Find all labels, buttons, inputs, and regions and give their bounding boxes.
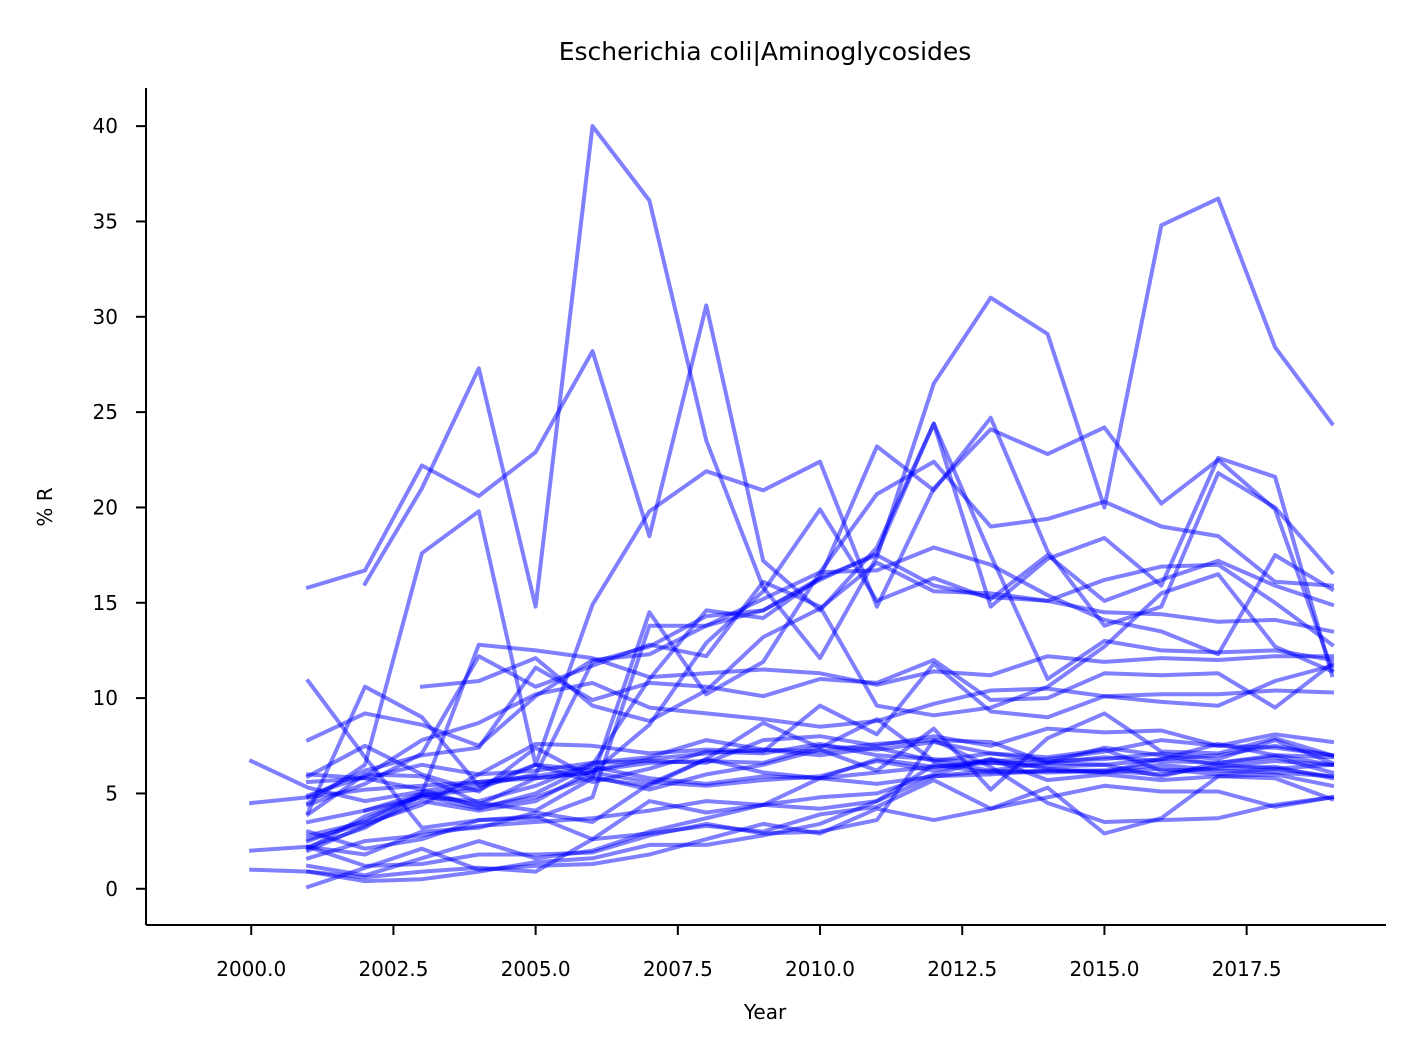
series-line-32 xyxy=(305,772,1335,890)
x-tick-label: 2007.5 xyxy=(643,957,713,981)
x-axis-label: Year xyxy=(743,1000,787,1024)
series-line-2 xyxy=(362,124,1335,661)
y-tick-label: 0 xyxy=(105,877,118,901)
y-tick-label: 20 xyxy=(93,495,118,519)
x-tick-label: 2012.5 xyxy=(927,957,997,981)
x-tick-label: 2005.0 xyxy=(501,957,571,981)
y-axis-label: % R xyxy=(33,487,57,526)
series-line-22 xyxy=(305,711,1335,809)
series-line-27 xyxy=(305,759,1335,851)
series-line-12 xyxy=(305,572,1335,808)
y-tick-label: 10 xyxy=(93,686,118,710)
y-tick-label: 25 xyxy=(93,400,118,424)
chart-title: Escherichia coli|Aminoglycosides xyxy=(559,37,972,66)
series-line-13 xyxy=(305,658,1335,800)
y-tick-label: 40 xyxy=(93,114,118,138)
series-line-3 xyxy=(305,425,1335,806)
y-tick-label: 35 xyxy=(93,209,118,233)
series-line-28 xyxy=(305,757,1335,878)
x-tick-label: 2010.0 xyxy=(785,957,855,981)
y-ticks: 0 5 10 15 20 25 30 35 40 xyxy=(93,114,146,901)
x-ticks: 2000.0 2002.5 2005.0 2007.5 2010.0 2012.5 2015… xyxy=(216,925,1282,981)
series-layer xyxy=(248,124,1335,890)
series-line-14 xyxy=(305,680,1335,798)
x-tick-label: 2015.0 xyxy=(1069,957,1139,981)
x-tick-label: 2002.5 xyxy=(358,957,428,981)
series-line-17 xyxy=(305,726,1335,842)
y-tick-label: 15 xyxy=(93,591,118,615)
x-tick-label: 2017.5 xyxy=(1212,957,1282,981)
x-tick-label: 2000.0 xyxy=(216,957,286,981)
series-line-26 xyxy=(305,743,1335,861)
series-line-24 xyxy=(249,757,1335,806)
y-tick-label: 30 xyxy=(93,305,118,329)
y-tick-label: 5 xyxy=(105,781,118,805)
